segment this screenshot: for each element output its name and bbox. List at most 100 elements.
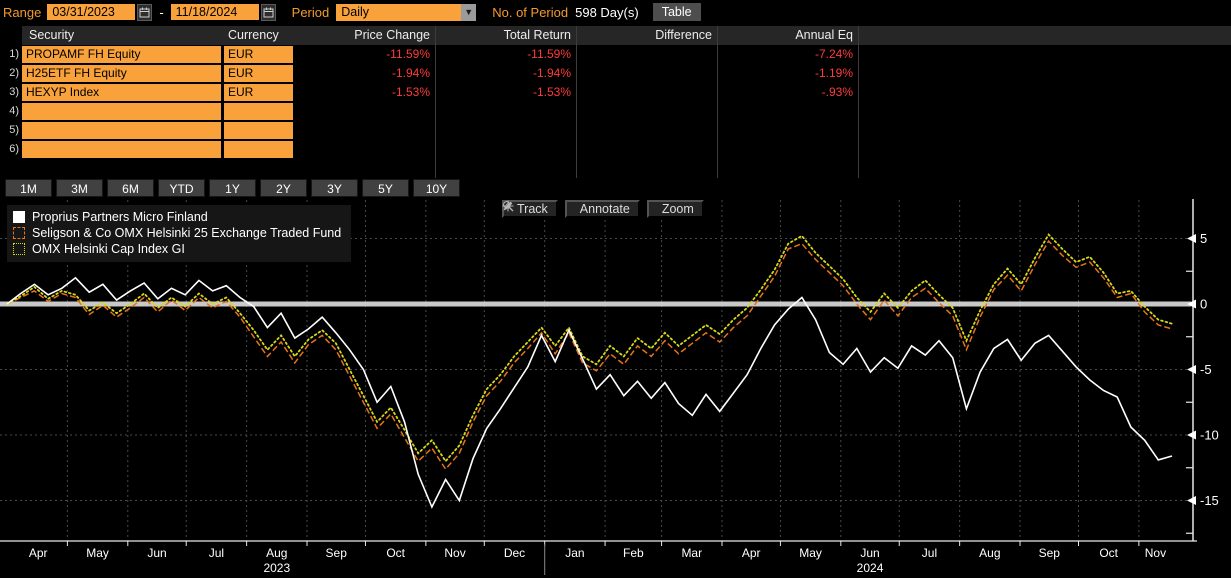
- total-return-value: [435, 140, 576, 159]
- range-end-input[interactable]: 11/18/2024: [170, 4, 259, 20]
- legend-label: Seligson & Co OMX Helsinki 25 Exchange T…: [32, 226, 342, 240]
- row-number: 5): [9, 124, 19, 136]
- total-return-value: -1.94%: [532, 66, 571, 80]
- svg-text:May: May: [86, 546, 109, 560]
- calendar-icon[interactable]: [137, 3, 153, 21]
- total-return-value: -1.53%: [532, 85, 571, 99]
- difference-value: [576, 121, 717, 140]
- svg-text:Jul: Jul: [209, 546, 224, 560]
- difference-value: [576, 83, 717, 102]
- total-return-value: -11.59%: [527, 47, 571, 61]
- total-return-value: [435, 121, 576, 140]
- legend-item[interactable]: OMX Helsinki Cap Index GI: [13, 241, 341, 257]
- range-label: Range: [3, 4, 42, 20]
- annual-eq-value: -.93%: [821, 85, 853, 99]
- security-field[interactable]: [22, 122, 221, 139]
- table-row: 1) PROPAMF FH Equity EUR -11.59% -11.59% -7.2…: [0, 45, 1231, 64]
- chart-tool-label: Track: [517, 202, 548, 216]
- row-number: 4): [9, 105, 19, 117]
- price-change-value: -11.59%: [386, 47, 430, 61]
- difference-value: [576, 45, 717, 64]
- table-row: 4): [0, 102, 1231, 121]
- row-filler: [858, 83, 1231, 102]
- security-field[interactable]: PROPAMF FH Equity: [22, 46, 221, 63]
- legend-label: OMX Helsinki Cap Index GI: [32, 242, 185, 256]
- period-quick-buttons: 1M 3M 6M YTD 1Y 2Y 3Y 5Y 10Y: [5, 179, 460, 197]
- row-filler: [858, 45, 1231, 64]
- chart-toolbar: Track Annotate Zoom: [502, 200, 704, 218]
- chart-tool-zoom[interactable]: Zoom: [503, 200, 704, 218]
- chart-area: 5 0 -5 -10 -15 Apr May Jun Jul Aug Sep Oct Nov Dec Jan…: [0, 197, 1231, 578]
- row-number: 3): [9, 86, 19, 98]
- period-button-5y[interactable]: 5Y: [362, 179, 409, 197]
- period-button-1y[interactable]: 1Y: [209, 179, 256, 197]
- currency-field[interactable]: EUR: [224, 46, 293, 63]
- row-number: 1): [9, 48, 19, 60]
- price-change-value: -1.53%: [391, 85, 430, 99]
- period-button-10y[interactable]: 10Y: [413, 179, 460, 197]
- col-security: Security: [22, 26, 223, 45]
- svg-text:-10: -10: [1200, 428, 1219, 443]
- svg-text:Sep: Sep: [1039, 546, 1061, 560]
- svg-text:Sep: Sep: [326, 546, 348, 560]
- period-button-1m[interactable]: 1M: [5, 179, 52, 197]
- svg-text:Jun: Jun: [147, 546, 166, 560]
- svg-text:Jul: Jul: [922, 546, 937, 560]
- returns-chart[interactable]: 5 0 -5 -10 -15 Apr May Jun Jul Aug Sep Oct Nov Dec Jan…: [0, 197, 1231, 578]
- column-divider: [717, 26, 718, 178]
- period-button-6m[interactable]: 6M: [107, 179, 154, 197]
- difference-value: [576, 140, 717, 159]
- gridlines: [0, 200, 1193, 541]
- svg-text:Jun: Jun: [860, 546, 879, 560]
- period-button-2y[interactable]: 2Y: [260, 179, 307, 197]
- range-separator: -: [159, 4, 164, 20]
- y-axis-labels: 5 0 -5 -10 -15: [1186, 231, 1219, 534]
- currency-field[interactable]: EUR: [224, 65, 293, 82]
- row-filler: [858, 121, 1231, 140]
- series-line-0: [6, 276, 1173, 509]
- currency-field[interactable]: [224, 141, 293, 158]
- period-dropdown[interactable]: Daily ▼: [336, 3, 477, 21]
- svg-text:Oct: Oct: [1099, 546, 1118, 560]
- period-button-ytd[interactable]: YTD: [158, 179, 205, 197]
- period-button-3m[interactable]: 3M: [56, 179, 103, 197]
- legend-item[interactable]: Seligson & Co OMX Helsinki 25 Exchange T…: [13, 225, 341, 241]
- svg-text:Dec: Dec: [504, 546, 525, 560]
- chart-legend: Proprius Partners Micro Finland Seligson …: [7, 205, 352, 262]
- security-field[interactable]: [22, 103, 221, 120]
- calendar-icon[interactable]: [260, 3, 276, 21]
- security-field[interactable]: [22, 141, 221, 158]
- security-field[interactable]: H25ETF FH Equity: [22, 65, 221, 82]
- table-row: 5): [0, 121, 1231, 140]
- chart-tool-track[interactable]: Track: [502, 200, 558, 218]
- svg-text:Aug: Aug: [979, 546, 1000, 560]
- table-row: 2) H25ETF FH Equity EUR -1.94% -1.94% -1.19%: [0, 64, 1231, 83]
- legend-item[interactable]: Proprius Partners Micro Finland: [13, 209, 341, 225]
- currency-field[interactable]: EUR: [224, 84, 293, 101]
- year-label: 2024: [857, 561, 884, 575]
- table-button[interactable]: Table: [652, 3, 701, 21]
- row-filler: [858, 64, 1231, 83]
- svg-text:0: 0: [1200, 297, 1207, 312]
- annual-eq-value: [717, 121, 858, 140]
- x-axis-labels: Apr May Jun Jul Aug Sep Oct Nov Dec Jan Feb Mar Apr M…: [29, 541, 1166, 575]
- difference-value: [576, 64, 717, 83]
- svg-text:5: 5: [1200, 231, 1207, 246]
- series-line-1: [6, 239, 1173, 471]
- series-line-2: [6, 233, 1173, 463]
- annual-eq-value: [717, 102, 858, 121]
- currency-field[interactable]: [224, 103, 293, 120]
- chart-tool-annotate[interactable]: Annotate: [503, 200, 640, 218]
- svg-text:Jan: Jan: [565, 546, 584, 560]
- range-start-input[interactable]: 03/31/2023: [47, 4, 136, 20]
- row-number: 6): [9, 143, 19, 155]
- svg-text:May: May: [799, 546, 822, 560]
- currency-field[interactable]: [224, 122, 293, 139]
- period-button-3y[interactable]: 3Y: [311, 179, 358, 197]
- col-annual-eq: Annual Eq: [717, 26, 858, 45]
- year-label: 2023: [263, 561, 290, 575]
- chevron-down-icon[interactable]: ▼: [461, 3, 477, 21]
- period-dropdown-value[interactable]: Daily: [336, 3, 462, 21]
- security-field[interactable]: HEXYP Index: [22, 84, 221, 101]
